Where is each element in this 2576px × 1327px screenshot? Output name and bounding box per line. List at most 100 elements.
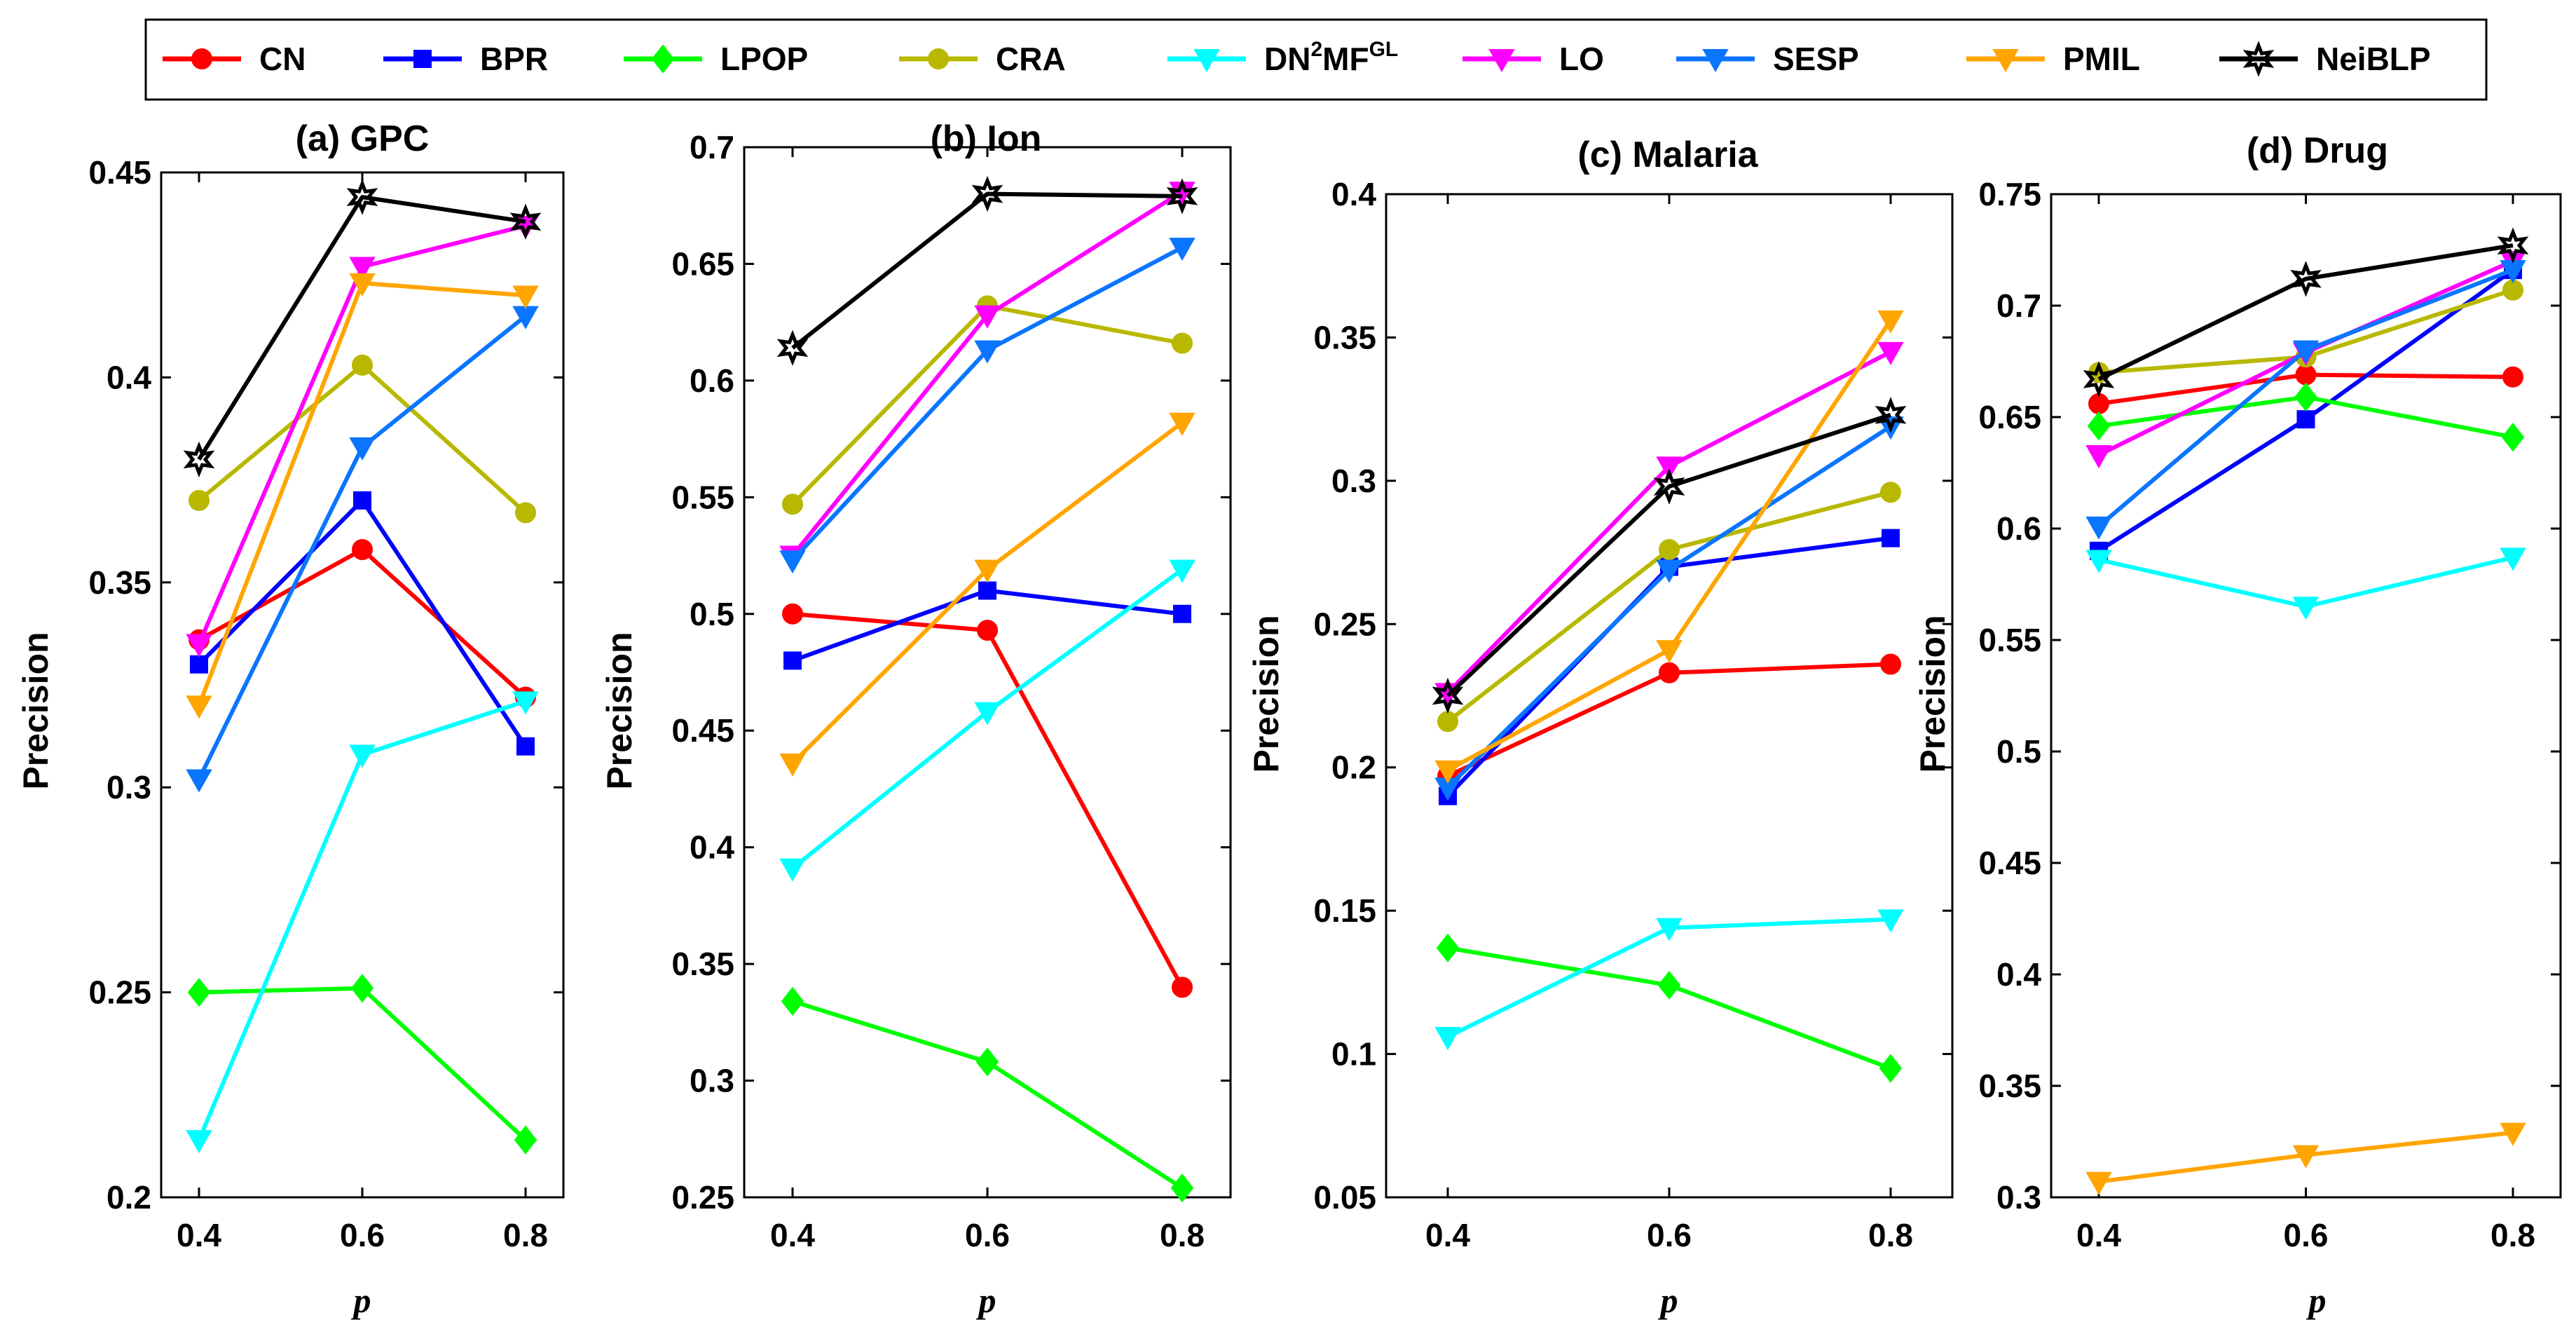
data-point — [1879, 1054, 1903, 1083]
legend-label: LPOP — [720, 41, 808, 77]
data-point — [2085, 516, 2112, 540]
legend-item-lo: LO — [1462, 41, 1604, 77]
data-point — [776, 329, 809, 367]
data-point — [2501, 423, 2525, 452]
legend-label: CN — [259, 41, 306, 77]
y-tick-label: 0.35 — [671, 946, 734, 982]
legend-marker-triangle-down — [1488, 49, 1515, 73]
legend-marker-diamond — [651, 44, 675, 74]
legend-items: CN BPR LPOP CRA DN2MFGL LO SESP PMIL NeiBLP — [163, 38, 2431, 77]
y-tick-label: 0.5 — [690, 596, 734, 632]
series-line — [197, 195, 526, 461]
data-point — [187, 977, 211, 1007]
x-axis-label: p — [1658, 1281, 1678, 1320]
y-tick-label: 0.35 — [88, 564, 151, 601]
y-tick-label: 0.55 — [671, 479, 734, 515]
data-point — [186, 634, 212, 658]
series-lpop — [1436, 933, 1903, 1083]
series-pmil — [186, 273, 539, 719]
data-point — [186, 769, 212, 793]
data-point — [1659, 538, 1680, 560]
data-point — [349, 257, 376, 280]
y-tick-label: 0.3 — [690, 1063, 734, 1099]
data-point — [1656, 640, 1683, 664]
legend-item-lpop: LPOP — [624, 41, 808, 77]
data-point — [349, 437, 376, 461]
data-point — [1437, 711, 1458, 733]
series-dn2mfgl — [779, 559, 1195, 882]
series-sesp — [779, 238, 1195, 574]
data-point — [1166, 178, 1198, 215]
y-tick-label: 0.3 — [1331, 463, 1376, 499]
y-tick-label: 0.1 — [1331, 1036, 1376, 1073]
series-cn — [2088, 364, 2523, 414]
data-point — [2292, 1145, 2320, 1169]
series-line — [2097, 243, 2514, 381]
data-point — [783, 651, 802, 670]
legend-item-neiblp: NeiBLP — [2219, 41, 2431, 77]
data-point — [2502, 366, 2523, 388]
x-tick-label: 0.4 — [1425, 1217, 1470, 1253]
y-tick-label: 0.75 — [1978, 176, 2041, 212]
data-point — [2497, 227, 2529, 264]
data-point — [1432, 677, 1464, 714]
data-point — [189, 489, 210, 511]
series-bpr — [190, 491, 535, 756]
data-point — [779, 858, 806, 882]
legend-marker-triangle-down — [1702, 49, 1729, 73]
y-tick-label: 0.4 — [107, 359, 151, 395]
data-point — [2290, 261, 2322, 297]
x-tick-label: 0.8 — [2491, 1217, 2535, 1253]
x-tick-label: 0.8 — [1868, 1217, 1913, 1253]
x-tick-label: 0.6 — [340, 1217, 385, 1253]
data-point — [1657, 970, 1681, 1000]
y-tick-label: 0.25 — [671, 1179, 734, 1216]
y-axis-label: Precision — [16, 632, 55, 789]
y-tick-label: 0.4 — [1996, 956, 2041, 993]
panel-ion: (b) Ion Precision p 0.25 0.3 0.35 0.4 0.45 0.… — [600, 118, 1232, 1320]
data-point — [186, 1130, 212, 1154]
legend-label: CRA — [996, 41, 1066, 77]
data-point — [2085, 445, 2112, 469]
legend-label: LO — [1559, 41, 1604, 77]
y-tick-label: 0.65 — [1978, 399, 2041, 435]
x-tick-label: 0.4 — [770, 1217, 815, 1253]
series-bpr — [783, 581, 1191, 670]
legend-box — [144, 18, 2488, 101]
y-tick-label: 0.45 — [671, 712, 734, 749]
legend-marker-triangle-down — [1193, 49, 1220, 73]
panel-title: (c) Malaria — [1577, 135, 1758, 175]
series-lpop — [2087, 382, 2525, 452]
series-dn2mfgl — [2085, 547, 2526, 620]
series-neiblp — [183, 179, 542, 478]
data-point — [978, 581, 996, 600]
data-point — [779, 550, 806, 574]
data-point — [2085, 1171, 2112, 1195]
series-lpop — [187, 974, 537, 1155]
data-point — [1880, 482, 1901, 503]
y-tick-label: 0.45 — [88, 154, 151, 191]
x-tick-label: 0.4 — [2076, 1217, 2121, 1253]
data-point — [1656, 918, 1683, 941]
y-axis-label: Precision — [1913, 615, 1952, 773]
y-tick-label: 0.15 — [1313, 892, 1376, 929]
y-tick-label: 0.35 — [1978, 1068, 2041, 1104]
legend-marker-circle — [191, 48, 212, 69]
data-point — [352, 354, 373, 376]
data-point — [974, 340, 1001, 364]
series-dn2mfgl — [1434, 909, 1904, 1051]
legend-item-cn: CN — [163, 41, 306, 77]
y-tick-label: 0.6 — [1996, 510, 2041, 547]
series-pmil — [1434, 310, 1904, 784]
data-point — [2500, 547, 2526, 571]
y-tick-label: 0.2 — [1331, 749, 1376, 786]
data-point — [1882, 529, 1900, 547]
data-point — [514, 1125, 537, 1155]
series-sesp — [186, 306, 539, 793]
data-point — [1172, 976, 1193, 998]
data-point — [1170, 1173, 1194, 1203]
legend-item-pmil: PMIL — [1966, 41, 2140, 77]
legend-label: DN2MFGL — [1264, 38, 1398, 77]
series-line — [791, 191, 1183, 350]
